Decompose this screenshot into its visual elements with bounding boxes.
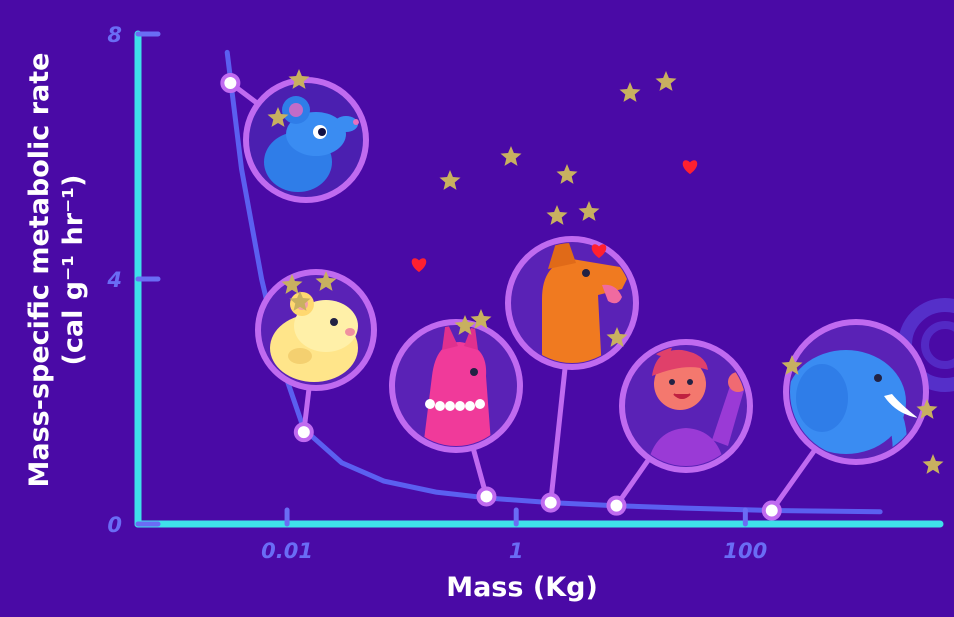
elephant-data-point bbox=[761, 500, 782, 521]
human-badge bbox=[619, 339, 753, 473]
star-10 bbox=[281, 274, 303, 294]
star-13 bbox=[454, 315, 476, 335]
dog-connector bbox=[548, 364, 568, 506]
point-layer bbox=[220, 73, 782, 521]
y-tick-label-4: 4 bbox=[106, 268, 122, 292]
star-layer bbox=[267, 69, 944, 474]
llama-data-point bbox=[476, 486, 497, 507]
mouse-badge bbox=[243, 77, 369, 203]
dog-art bbox=[542, 243, 632, 363]
star-18 bbox=[922, 454, 944, 474]
human-data-point bbox=[606, 495, 627, 516]
elephant-connector bbox=[769, 446, 818, 514]
heart-1 bbox=[411, 258, 427, 273]
star-16 bbox=[781, 355, 803, 375]
heart-3 bbox=[591, 244, 607, 259]
star-11 bbox=[315, 271, 337, 291]
star-5 bbox=[556, 164, 578, 184]
star-4 bbox=[500, 146, 522, 166]
deco-ring-inner bbox=[921, 321, 954, 369]
star-6 bbox=[546, 205, 568, 225]
star-15 bbox=[606, 327, 628, 347]
star-3 bbox=[439, 170, 461, 190]
star-17 bbox=[916, 399, 938, 419]
elephant-art bbox=[790, 350, 918, 458]
star-7 bbox=[578, 201, 600, 221]
elephant-badge bbox=[783, 319, 929, 465]
star-1 bbox=[288, 69, 310, 89]
llama-badge bbox=[389, 319, 523, 453]
hamster-art bbox=[270, 292, 358, 382]
dog-data-point bbox=[540, 492, 561, 513]
tick-layer: 0 4 8 0.01 1 100 bbox=[106, 23, 767, 563]
x-axis-label: Mass (Kg) bbox=[446, 572, 598, 603]
y-tick-label-8: 8 bbox=[107, 23, 122, 47]
y-axis-label: Mass-specific metabolic rate (cal g⁻¹ hr… bbox=[23, 35, 91, 505]
x-tick-label-100: 100 bbox=[723, 539, 767, 563]
x-tick-label-0.01: 0.01 bbox=[261, 539, 313, 563]
heart-2 bbox=[682, 160, 698, 175]
y-axis-label-wrap: Mass-specific metabolic rate (cal g⁻¹ hr… bbox=[22, 40, 92, 500]
y-tick-label-0: 0 bbox=[107, 513, 122, 537]
llama-art bbox=[422, 326, 492, 446]
star-2 bbox=[267, 107, 289, 127]
x-tick-label-1: 1 bbox=[509, 539, 524, 563]
star-9 bbox=[655, 71, 677, 91]
animal-layer bbox=[243, 77, 929, 473]
metabolic-curve bbox=[224, 49, 883, 515]
star-8 bbox=[619, 82, 641, 102]
hamster-data-point bbox=[293, 422, 314, 443]
star-14 bbox=[470, 309, 492, 329]
dog-badge bbox=[505, 236, 639, 370]
y-axis-label-line1: Mass-specific metabolic rate bbox=[24, 52, 55, 488]
y-axis-label-line2: (cal g⁻¹ hr⁻¹) bbox=[58, 174, 89, 366]
hamster-badge bbox=[255, 269, 377, 391]
mouse-art bbox=[264, 96, 359, 192]
star-12 bbox=[289, 291, 311, 311]
mouse-data-point bbox=[220, 73, 241, 93]
